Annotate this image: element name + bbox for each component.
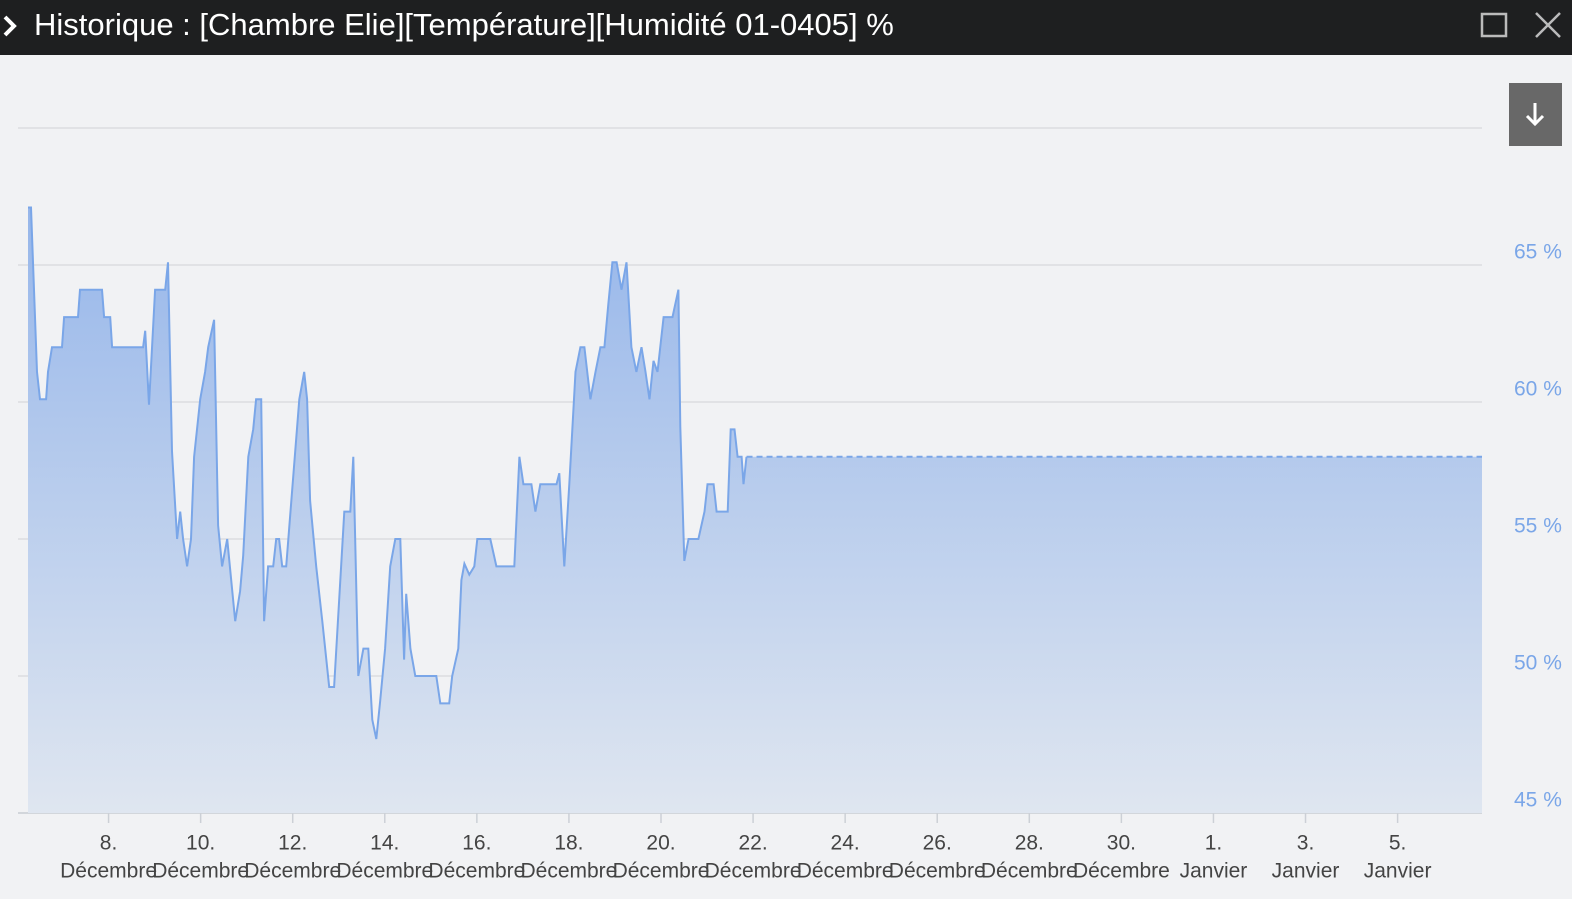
plot: 45 % 50 % 55 % 60 % 65 % 8. Décembre 10. Décembr…	[18, 127, 1562, 883]
x-tick-label: Décembre	[613, 860, 710, 883]
x-tick-label: Décembre	[428, 860, 525, 883]
x-tick-label: Décembre	[244, 860, 341, 883]
x-tick-label: Janvier	[1180, 860, 1248, 883]
x-tick-label: 20.	[646, 832, 675, 855]
x-tick-label: 28.	[1015, 832, 1044, 855]
x-tick-label: 1.	[1205, 832, 1223, 855]
x-tick-label: 5.	[1389, 832, 1407, 855]
y-tick-label: 65 %	[1514, 241, 1562, 264]
y-tick-label: 45 %	[1514, 789, 1562, 812]
x-tick-label: Décembre	[705, 860, 802, 883]
window-title: Historique : [Chambre Elie][Température]…	[34, 7, 894, 42]
x-tick-label: Décembre	[889, 860, 986, 883]
x-tick-label: Décembre	[1073, 860, 1170, 883]
x-tick-label: Décembre	[152, 860, 249, 883]
x-tick-label: 12.	[278, 832, 307, 855]
x-tick-label: Janvier	[1272, 860, 1340, 883]
collapse-icon[interactable]	[3, 15, 17, 37]
x-tick-label: Janvier	[1364, 860, 1432, 883]
download-icon	[1525, 103, 1545, 127]
x-tick-label: 18.	[554, 832, 583, 855]
x-tick-label: Décembre	[60, 860, 157, 883]
line	[28, 206, 748, 740]
x-tick-label: 24.	[831, 832, 860, 855]
x-tick-label: Décembre	[336, 860, 433, 883]
x-tick-label: 16.	[462, 832, 491, 855]
close-button[interactable]	[1535, 12, 1561, 38]
x-tick-label: 14.	[370, 832, 399, 855]
maximize-button[interactable]	[1480, 12, 1508, 38]
y-tick-label: 50 %	[1514, 652, 1562, 675]
title-bar	[0, 0, 1572, 55]
x-tick-label: 22.	[738, 832, 767, 855]
x-tick-label: 8.	[100, 832, 118, 855]
y-tick-label: 55 %	[1514, 515, 1562, 538]
x-tick-label: Décembre	[797, 860, 894, 883]
x-tick-label: 30.	[1107, 832, 1136, 855]
area-fill	[28, 207, 1482, 813]
x-tick-label: Décembre	[981, 860, 1078, 883]
x-tick-label: 3.	[1297, 832, 1315, 855]
x-tick-label: 26.	[923, 832, 952, 855]
x-tick-label: 10.	[186, 832, 215, 855]
y-tick-label: 60 %	[1514, 378, 1562, 401]
x-tick-label: Décembre	[520, 860, 617, 883]
